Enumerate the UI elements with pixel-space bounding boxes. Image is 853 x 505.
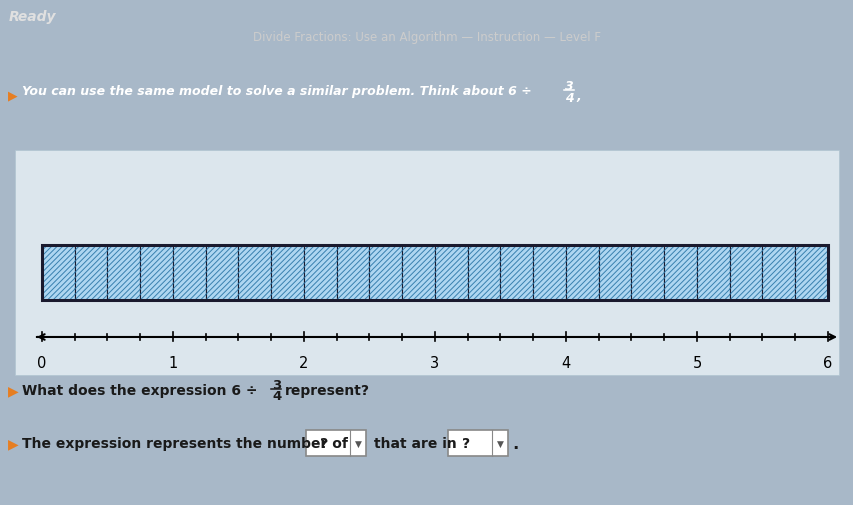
Text: ▶: ▶ xyxy=(8,383,19,397)
FancyBboxPatch shape xyxy=(305,430,366,456)
Bar xyxy=(206,245,238,300)
Bar xyxy=(140,245,173,300)
Text: The expression represents the number of: The expression represents the number of xyxy=(22,436,347,450)
Bar xyxy=(271,245,304,300)
Text: 4: 4 xyxy=(272,389,281,402)
Bar xyxy=(336,245,369,300)
Text: ▶: ▶ xyxy=(8,89,18,103)
Text: 0: 0 xyxy=(38,356,47,370)
Bar xyxy=(630,245,664,300)
Text: 4: 4 xyxy=(560,356,570,370)
Text: ▼: ▼ xyxy=(496,439,503,447)
Bar xyxy=(664,245,696,300)
Text: Divide Fractions: Use an Algorithm — Instruction — Level F: Divide Fractions: Use an Algorithm — Ins… xyxy=(252,31,601,44)
Text: You can use the same model to solve a similar problem. Think about 6 ÷: You can use the same model to solve a si… xyxy=(22,84,531,97)
Bar xyxy=(107,245,140,300)
Text: 6: 6 xyxy=(822,356,832,370)
Bar xyxy=(434,245,467,300)
Text: that are in: that are in xyxy=(374,436,456,450)
Bar xyxy=(500,245,532,300)
Bar xyxy=(42,245,827,300)
Bar xyxy=(598,245,630,300)
Text: 3: 3 xyxy=(565,80,573,92)
Text: 3: 3 xyxy=(272,378,281,391)
Bar xyxy=(696,245,729,300)
Bar xyxy=(402,245,434,300)
Text: 2: 2 xyxy=(299,356,308,370)
Bar xyxy=(762,245,794,300)
Text: Ready: Ready xyxy=(9,10,56,24)
Text: ?: ? xyxy=(320,436,328,450)
Text: ,: , xyxy=(575,89,580,103)
Bar xyxy=(729,245,762,300)
FancyBboxPatch shape xyxy=(15,150,838,375)
Bar xyxy=(467,245,500,300)
Bar xyxy=(42,245,75,300)
Bar xyxy=(794,245,827,300)
Text: ▶: ▶ xyxy=(8,436,19,450)
Bar xyxy=(75,245,107,300)
Text: ▼: ▼ xyxy=(354,439,361,447)
Bar xyxy=(369,245,402,300)
Text: 5: 5 xyxy=(692,356,701,370)
Bar xyxy=(304,245,336,300)
FancyBboxPatch shape xyxy=(448,430,508,456)
Bar xyxy=(238,245,271,300)
Text: 4: 4 xyxy=(565,91,573,105)
Text: .: . xyxy=(512,434,518,452)
Text: 1: 1 xyxy=(168,356,177,370)
Text: What does the expression 6 ÷: What does the expression 6 ÷ xyxy=(22,383,258,397)
Bar xyxy=(532,245,566,300)
Text: 3: 3 xyxy=(430,356,439,370)
Text: ?: ? xyxy=(461,436,469,450)
Text: represent?: represent? xyxy=(285,383,369,397)
Bar xyxy=(173,245,206,300)
Bar xyxy=(566,245,598,300)
